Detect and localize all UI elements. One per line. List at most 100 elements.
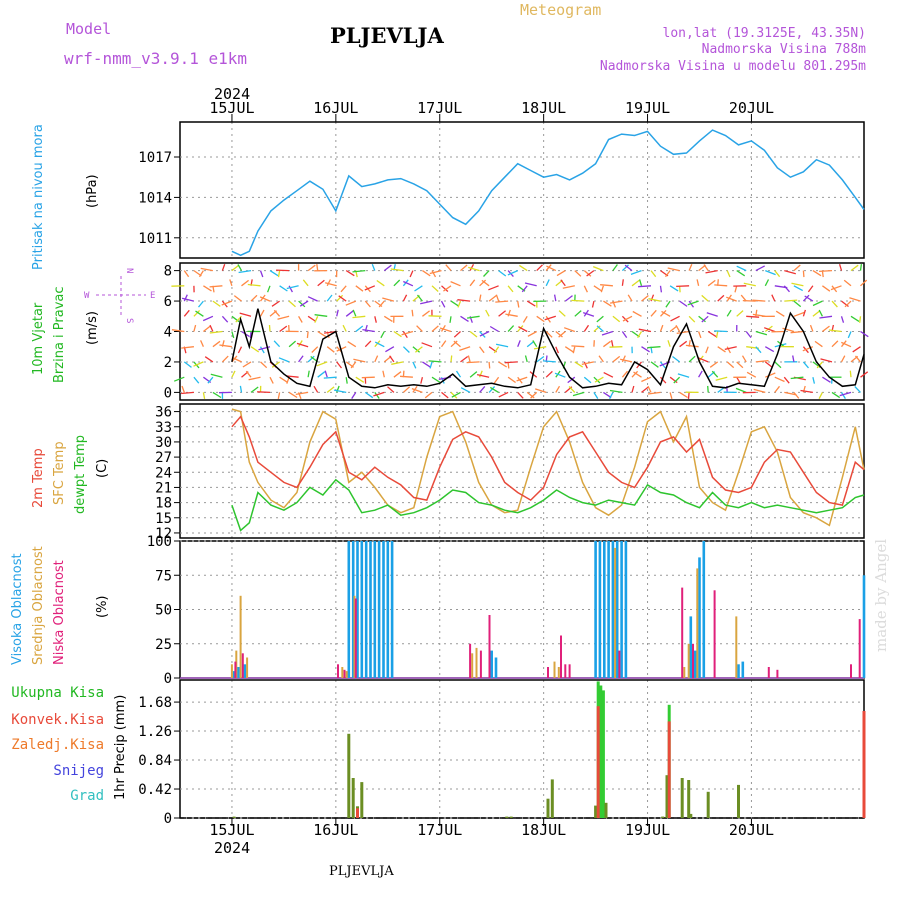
wind-arrow <box>233 295 242 302</box>
cloud-mid-side-label: Srednja Oblacnost <box>31 546 46 665</box>
wind-arrow <box>271 300 280 307</box>
panel-frame-pressure <box>179 121 865 259</box>
x-tick-label-bottom: 17JUL <box>417 821 462 839</box>
wind-arrow <box>338 295 347 302</box>
pressure-side-label: Pritisak na nivou mora <box>31 124 46 270</box>
wind-arrow <box>736 376 741 384</box>
wind-arrow <box>820 358 833 363</box>
wind-arrow <box>572 391 585 397</box>
total-precip-bar <box>687 780 691 818</box>
wind-arrow <box>596 315 604 323</box>
wind-arrow <box>594 376 604 383</box>
wind-arrow <box>603 340 611 348</box>
wind-compass: W E N S <box>84 268 155 323</box>
total-precip-bar <box>599 685 603 818</box>
wind-arrow <box>703 264 709 271</box>
y-tick-label-temperature: 36 <box>155 405 172 421</box>
wind-arrow <box>687 392 690 399</box>
wind-arrow <box>782 327 795 333</box>
panel-frame-temperature <box>179 403 865 539</box>
wind-arrow <box>814 340 823 348</box>
wind-arrow <box>860 330 869 338</box>
mid-cloud-bar <box>687 643 690 679</box>
compass-west: W <box>84 291 90 301</box>
wind-arrow <box>517 391 524 399</box>
wind-arrow <box>266 285 271 293</box>
wind-arrow <box>697 331 702 339</box>
wind-arrow <box>536 315 545 323</box>
wind-arrow <box>697 357 709 363</box>
x-tick-label-top: 18JUL <box>521 99 566 117</box>
wind-arrow <box>450 340 458 348</box>
wind-arrow <box>859 316 862 323</box>
wind-arrow <box>755 330 768 336</box>
wind-arrow <box>203 285 212 292</box>
high-cloud-bar <box>243 664 247 678</box>
wind-arrow <box>631 370 639 378</box>
wind-arrow <box>453 340 461 348</box>
wind-arrow <box>855 355 861 363</box>
wind-arrow <box>478 294 482 302</box>
wind-arrow <box>610 340 614 347</box>
wind-arrow <box>675 324 681 332</box>
wind-arrow <box>819 315 833 319</box>
wind-arrow <box>422 361 431 368</box>
total-precip-bar <box>594 805 598 818</box>
wind-arrow <box>650 270 657 278</box>
wind-arrow <box>600 285 605 293</box>
mid-cloud-bar <box>230 664 233 678</box>
wind-arrow <box>295 391 309 396</box>
wind-arrow <box>439 327 452 333</box>
panel-frame-precipitation <box>179 679 865 819</box>
wind-arrow <box>679 391 688 399</box>
wind-arrow <box>245 370 252 378</box>
wind-arrow <box>647 346 661 349</box>
wind-arrow <box>451 391 461 398</box>
wind-arrow <box>648 298 661 302</box>
low-cloud-bar <box>337 664 339 678</box>
wind-arrow <box>273 309 281 317</box>
low-cloud-bar <box>713 590 716 678</box>
wind-arrow <box>526 340 535 348</box>
low-cloud-bar <box>776 669 779 678</box>
wind-arrow <box>387 386 395 393</box>
y-tick-label-wind: 2 <box>164 355 172 371</box>
wind-arrow <box>221 355 229 363</box>
wind-arrow <box>393 330 402 338</box>
y-tick-label-pressure: 1017 <box>138 150 172 166</box>
total-precip-bar <box>661 816 665 818</box>
wind-arrow <box>411 387 423 394</box>
wind-arrow <box>345 270 355 277</box>
wind-arrow <box>352 269 366 273</box>
wind-arrow <box>679 340 688 348</box>
wind-arrow <box>479 330 490 337</box>
total-precip-bar <box>680 778 684 818</box>
wind-arrow <box>822 376 831 383</box>
wind-arrow <box>414 346 423 353</box>
wind-arrow <box>378 300 385 308</box>
compass-south: S <box>124 318 134 323</box>
wind-arrow <box>193 376 200 384</box>
wind-arrow <box>609 392 614 400</box>
wind-arrow <box>802 361 809 369</box>
wind-arrow <box>207 376 214 384</box>
wind-arrow <box>609 300 623 304</box>
total-precip-bar <box>665 775 669 818</box>
wind-arrow <box>323 376 337 379</box>
wind-arrow <box>706 312 718 317</box>
wind-arrow <box>545 315 551 323</box>
high-cloud-bar <box>693 650 697 678</box>
wind-arrow <box>517 340 521 347</box>
wind-arrow <box>831 300 838 308</box>
high-cloud-bar <box>377 541 381 678</box>
low-cloud-bar <box>692 643 694 679</box>
wind-arrow <box>860 371 869 378</box>
wind-arrow <box>401 330 414 336</box>
high-cloud-bar <box>390 541 394 678</box>
model-label: Model <box>66 20 111 38</box>
wind-arrow <box>374 341 385 348</box>
wind-arrow <box>259 346 265 354</box>
wind-arrow <box>638 279 643 286</box>
wind-arrow <box>333 389 347 394</box>
y-tick-label-temperature: 27 <box>155 450 172 466</box>
